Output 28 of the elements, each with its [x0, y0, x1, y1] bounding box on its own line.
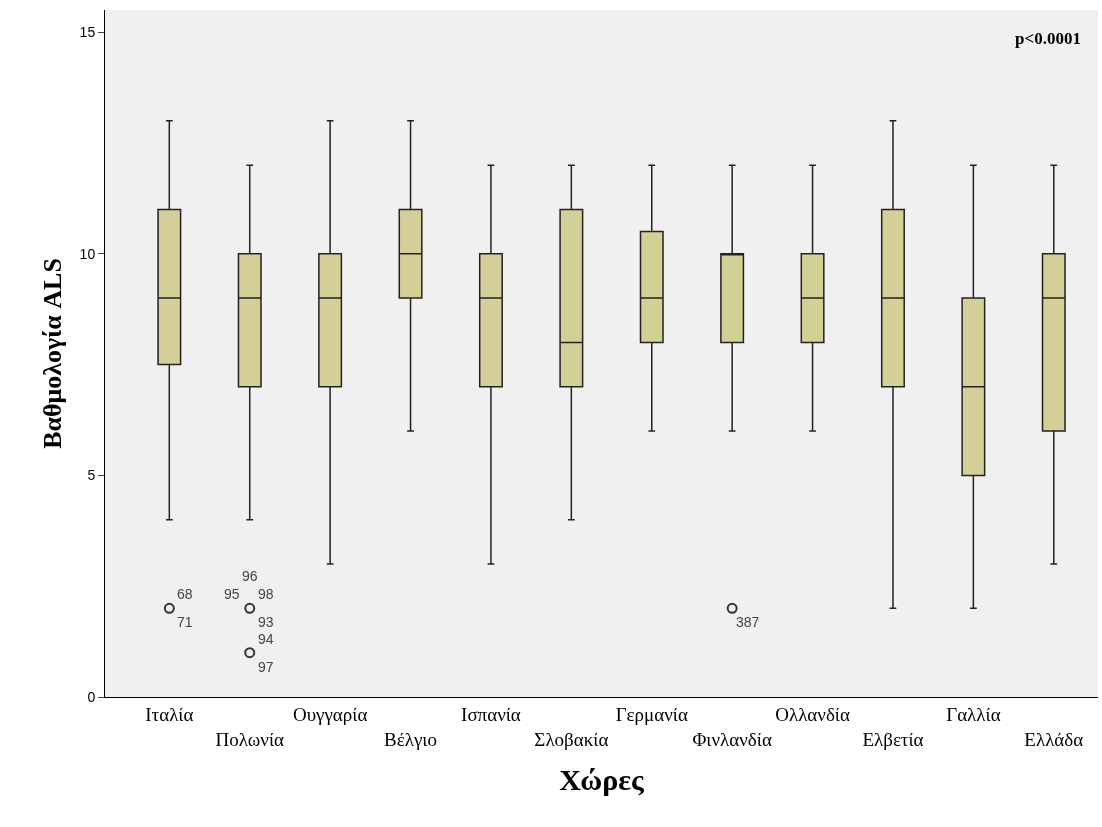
annotation: p<0.0001 [1015, 29, 1081, 48]
annotation: 68 [177, 586, 193, 602]
annotation: 93 [258, 614, 274, 630]
x-tick-label: Βέλγιο [384, 728, 437, 750]
x-tick-label: Γερμανία [615, 703, 688, 725]
x-tick-label: Ολλανδία [775, 703, 850, 725]
y-axis-title: Βαθμολογία ALS [38, 258, 68, 449]
x-tick-label: Ουγγαρία [292, 703, 368, 725]
x-tick-label: Ισπανία [461, 703, 521, 725]
x-tick-label: Φινλανδία [692, 728, 772, 750]
annotation: 98 [258, 586, 274, 602]
x-tick-label: Ελβετία [862, 728, 924, 750]
y-tick-label: 5 [87, 467, 96, 484]
annotation: 71 [177, 614, 193, 630]
annotation: 96 [242, 568, 258, 584]
annotation: 97 [258, 659, 274, 675]
y-tick-label: 0 [87, 688, 96, 705]
y-tick-label: 15 [79, 24, 96, 41]
annotation: 387 [736, 614, 760, 630]
x-tick-label: Σλοβακία [534, 728, 609, 750]
annotation: 94 [258, 631, 274, 647]
x-tick-label: Πολωνία [215, 728, 285, 750]
x-axis-title: Χώρες [559, 763, 645, 796]
y-tick-label: 10 [79, 245, 96, 262]
x-tick-label: Γαλλία [946, 703, 1001, 725]
annotation: 95 [224, 586, 240, 602]
x-tick-label: Ελλάδα [1024, 728, 1084, 750]
x-tick-label: Ιταλία [145, 703, 194, 725]
